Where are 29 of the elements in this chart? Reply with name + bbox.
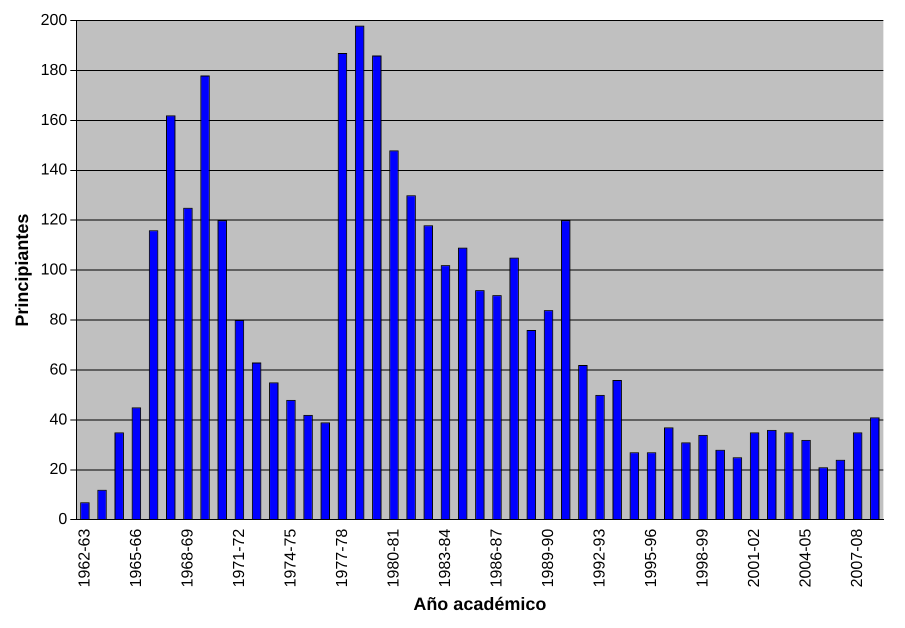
y-tick-label: 140 [40,162,68,179]
y-tick-label: 180 [40,62,68,79]
x-tick-label: 2004-05 [798,528,814,588]
x-tick-label: 1995-96 [642,528,660,588]
y-tick-label: 160 [40,112,68,129]
x-tick-label: 1980-81 [385,528,402,588]
y-tick-label: 20 [50,461,68,478]
y-tick-label: 0 [58,511,68,528]
y-tick-label: 40 [50,411,68,428]
y-axis-title: Principiantes [12,214,32,327]
x-tick-label: 1977-78 [334,528,351,588]
y-tick-label: 120 [40,212,68,229]
x-tick-label: 1983-84 [436,528,454,588]
y-tick-label: 60 [50,361,68,378]
x-tick-label: 1989-90 [540,528,557,588]
x-tick-label: 1971-72 [230,528,248,588]
y-tick-label: 200 [40,12,68,30]
y-tick-label: 80 [50,311,68,328]
x-tick-label: 2001-02 [746,528,763,588]
x-tick-label: 1962-63 [76,528,94,588]
x-tick-label: 1992-93 [591,528,608,588]
x-tick-label: 1965-66 [128,528,145,588]
x-tick-label: 1974-75 [282,528,300,588]
x-tick-label: 1968-69 [179,528,196,588]
x-axis-title: Año académico [413,594,546,614]
x-tick-label: 1998-99 [694,528,712,588]
x-tick-label: 1986-87 [488,528,506,588]
x-tick-label: 2007-08 [849,528,866,588]
y-tick-label: 100 [40,262,68,279]
